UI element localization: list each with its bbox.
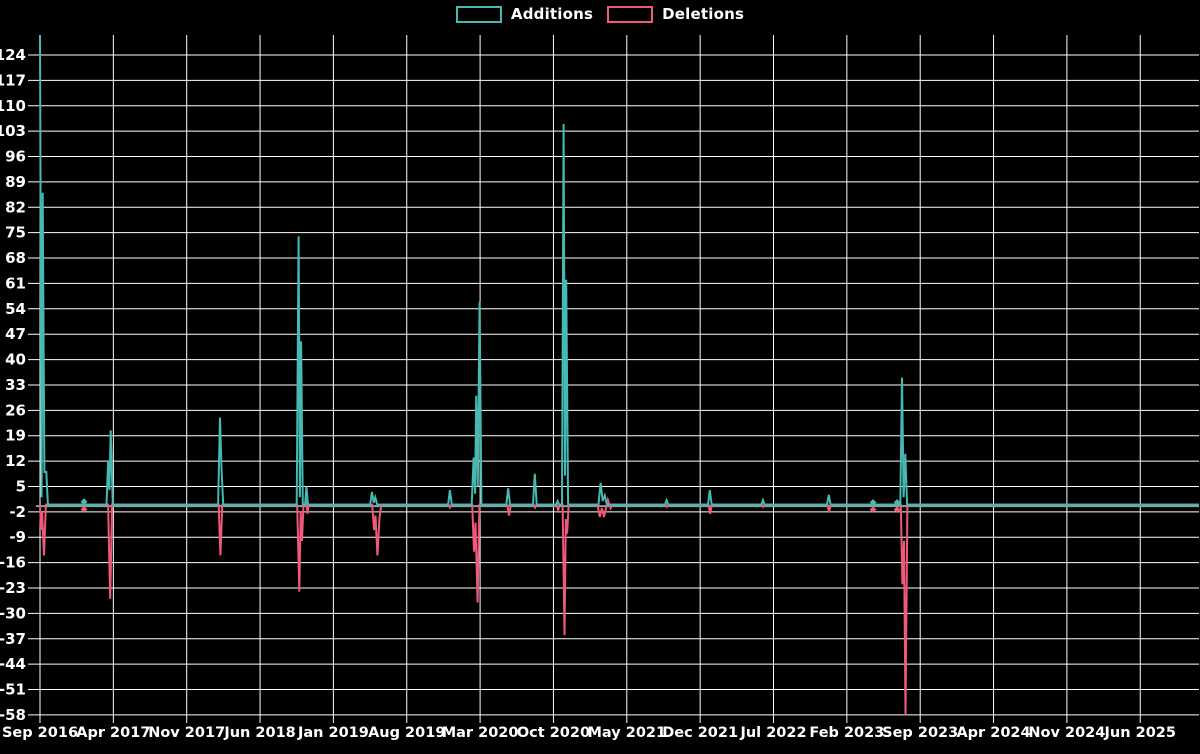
legend-item-additions: Additions xyxy=(455,5,594,23)
y-tick-label: 54 xyxy=(5,300,26,318)
additions-marker-icon xyxy=(80,498,88,506)
x-tick-label: Jun 2025 xyxy=(1104,725,1176,741)
y-tick-label: -16 xyxy=(0,554,26,572)
y-tick-label: 26 xyxy=(5,401,26,419)
x-tick-label: Oct 2020 xyxy=(517,725,590,741)
x-tick-label: Mar 2020 xyxy=(442,725,519,741)
y-tick-label: 47 xyxy=(5,325,26,343)
legend-item-deletions: Deletions xyxy=(607,5,744,23)
y-tick-label: 75 xyxy=(5,224,26,242)
x-tick-label: Jan 2019 xyxy=(297,725,369,741)
additions-legend-label: Additions xyxy=(510,5,594,23)
deletions-marker-icon xyxy=(869,506,877,514)
deletions-legend-label: Deletions xyxy=(662,5,745,23)
additions-marker-icon xyxy=(869,499,877,506)
x-tick-label: Jun 2018 xyxy=(223,725,295,741)
y-tick-label: 89 xyxy=(5,173,26,191)
y-tick-label: 33 xyxy=(5,376,26,394)
x-tick-label: Feb 2023 xyxy=(809,725,884,741)
x-tick-label: Nov 2024 xyxy=(1028,725,1105,741)
y-tick-label: -30 xyxy=(0,604,26,622)
y-tick-label: -58 xyxy=(0,706,26,724)
additions-line xyxy=(39,35,1199,506)
deletions-marker-icon xyxy=(80,505,88,513)
x-tick-label: Jul 2022 xyxy=(739,725,806,741)
y-tick-label: -2 xyxy=(9,503,26,521)
additions-marker-icon xyxy=(893,499,901,506)
legend: Additions Deletions xyxy=(0,5,1200,23)
x-tick-label: Sep 2016 xyxy=(2,725,78,741)
y-tick-label: 96 xyxy=(5,148,26,166)
y-tick-label: -51 xyxy=(0,681,26,699)
x-tick-label: Apr 2017 xyxy=(76,725,150,741)
y-tick-label: -44 xyxy=(0,655,26,673)
y-tick-label: 12 xyxy=(5,452,26,470)
y-tick-label: 61 xyxy=(5,274,26,292)
y-tick-label: 68 xyxy=(5,249,26,267)
y-tick-label: 110 xyxy=(0,97,26,115)
deletions-swatch-icon xyxy=(607,5,654,23)
deletions-line xyxy=(39,496,1199,715)
y-tick-label: 117 xyxy=(0,71,26,89)
deletions-marker-icon xyxy=(893,506,901,514)
y-tick-label: 19 xyxy=(5,427,26,445)
y-tick-label: 124 xyxy=(0,46,26,64)
y-tick-label: 5 xyxy=(16,477,26,495)
x-tick-label: May 2021 xyxy=(587,725,666,741)
x-tick-label: Dec 2021 xyxy=(662,725,738,741)
y-tick-label: 82 xyxy=(5,198,26,216)
x-tick-label: Aug 2019 xyxy=(368,725,445,741)
y-tick-label: -23 xyxy=(0,579,26,597)
y-tick-label: -9 xyxy=(9,528,26,546)
additions-swatch-icon xyxy=(455,5,502,23)
x-tick-label: Sep 2023 xyxy=(882,725,958,741)
y-tick-label: -37 xyxy=(0,630,26,648)
x-tick-label: Nov 2017 xyxy=(148,725,225,741)
y-tick-label: 40 xyxy=(5,351,26,369)
y-tick-label: 103 xyxy=(0,122,26,140)
x-tick-label: Apr 2024 xyxy=(956,725,1030,741)
